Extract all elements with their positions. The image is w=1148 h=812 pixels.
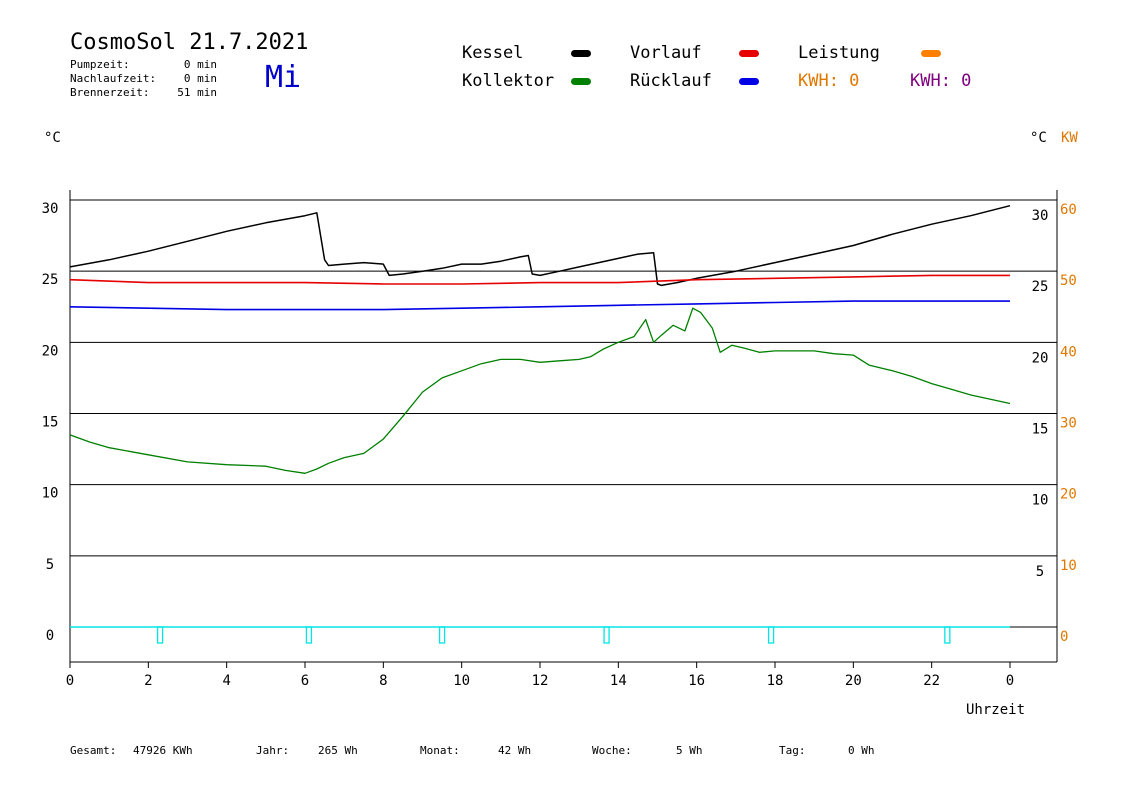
y-left-tick-label-6: 30 bbox=[42, 201, 59, 217]
stat-nachlaufzeit-value: 0 min bbox=[183, 72, 217, 85]
chart-axes bbox=[69, 190, 1058, 663]
y-left-tick-label-5: 25 bbox=[42, 272, 59, 288]
legend-label-ruecklauf: Rücklauf bbox=[630, 71, 712, 91]
chart-grid bbox=[70, 199, 1057, 628]
stat-brennerzeit-label: Brennerzeit: bbox=[70, 86, 150, 99]
stat-brennerzeit-value: 51 min bbox=[177, 86, 217, 99]
stat-pumpzeit-value: 0 min bbox=[183, 58, 217, 71]
x-tick-label-4: 8 bbox=[379, 673, 387, 689]
footer-woche-value: 5 Wh bbox=[676, 744, 703, 757]
leistung-pulse-4 bbox=[767, 626, 775, 644]
x-tick-label-0: 0 bbox=[66, 673, 74, 689]
y-left-tick-label-3: 15 bbox=[42, 415, 59, 431]
y-kw-tick-label-1: 10 bbox=[1060, 558, 1077, 574]
legend-swatch-leistung bbox=[921, 50, 941, 57]
x-tick-label-2: 4 bbox=[222, 673, 230, 689]
weekday-label: Mi bbox=[265, 60, 302, 95]
y-left-tick-label-0: 0 bbox=[46, 628, 54, 644]
stat-nachlaufzeit-label: Nachlaufzeit: bbox=[70, 72, 157, 85]
footer-jahr-label: Jahr: bbox=[256, 744, 290, 757]
footer-tag-label: Tag: bbox=[779, 744, 806, 757]
chart-series bbox=[69, 204, 1011, 644]
y-kw-tick-label-3: 30 bbox=[1060, 416, 1077, 432]
right-axis-unit: °C bbox=[1030, 130, 1047, 146]
x-tick-label-10: 20 bbox=[845, 673, 862, 689]
y-right-tick-label-0: 5 bbox=[1036, 564, 1044, 580]
kwh-orange-readout: KWH: 0 bbox=[798, 71, 860, 91]
y-right-tick-label-3: 20 bbox=[1032, 350, 1049, 366]
x-tick-label-8: 16 bbox=[688, 673, 705, 689]
y-right-tick-label-2: 15 bbox=[1032, 422, 1049, 438]
y-kw-tick-label-4: 40 bbox=[1060, 344, 1077, 360]
y-left-tick-label-1: 5 bbox=[46, 557, 54, 573]
x-tick-label-3: 6 bbox=[301, 673, 309, 689]
x-tick-label-6: 12 bbox=[532, 673, 549, 689]
leistung-pulse-3 bbox=[603, 626, 610, 644]
page-title: CosmoSol 21.7.2021 bbox=[70, 30, 309, 55]
footer-gesamt-value: 47926 KWh bbox=[133, 744, 193, 757]
footer-tag-value: 0 Wh bbox=[848, 744, 875, 757]
legend-swatch-ruecklauf bbox=[739, 78, 759, 85]
x-axis-label: Uhrzeit bbox=[966, 702, 1026, 718]
leistung-pulse-0 bbox=[156, 626, 164, 644]
kwh-purple-readout: KWH: 0 bbox=[910, 71, 972, 91]
right-axis-unit-kw: KW bbox=[1061, 130, 1078, 146]
footer-woche-label: Woche: bbox=[592, 744, 632, 757]
series-line-2 bbox=[69, 274, 1010, 285]
legend-swatch-vorlauf bbox=[739, 50, 759, 57]
left-axis-unit: °C bbox=[44, 130, 61, 146]
x-tick-label-1: 2 bbox=[144, 673, 152, 689]
chart-ticks: 0 2 4 6 8 10 12 14 16 18 20 22 0 0 5 10 15 20 25 30 5 10 15 20 2… bbox=[42, 201, 1077, 689]
footer-monat-label: Monat: bbox=[420, 744, 460, 757]
y-kw-tick-label-0: 0 bbox=[1060, 629, 1068, 645]
footer-gesamt-label: Gesamt: bbox=[70, 744, 117, 757]
y-left-tick-label-2: 10 bbox=[42, 486, 59, 502]
x-tick-label-12: 0 bbox=[1006, 673, 1014, 689]
y-right-tick-label-1: 10 bbox=[1032, 493, 1049, 509]
legend-swatch-kessel bbox=[571, 50, 591, 57]
y-kw-tick-label-5: 50 bbox=[1060, 273, 1077, 289]
legend-swatch-kollektor bbox=[571, 78, 591, 85]
x-tick-label-7: 14 bbox=[610, 673, 627, 689]
legend-label-leistung: Leistung bbox=[798, 43, 880, 63]
series-line-3 bbox=[69, 300, 1010, 311]
series-line-1 bbox=[69, 307, 1011, 474]
y-right-tick-label-4: 25 bbox=[1032, 279, 1049, 295]
legend-label-kollektor: Kollektor bbox=[462, 71, 555, 91]
y-left-tick-label-4: 20 bbox=[42, 343, 59, 359]
leistung-pulse-2 bbox=[438, 626, 446, 644]
x-tick-label-11: 22 bbox=[923, 673, 940, 689]
x-tick-label-9: 18 bbox=[767, 673, 784, 689]
leistung-pulse-1 bbox=[305, 626, 313, 644]
legend-label-vorlauf: Vorlauf bbox=[630, 43, 702, 63]
y-right-tick-label-5: 30 bbox=[1032, 208, 1049, 224]
leistung-pulse-5 bbox=[944, 626, 951, 644]
footer-jahr-value: 265 Wh bbox=[318, 744, 358, 757]
legend-label-kessel: Kessel bbox=[462, 43, 524, 63]
x-tick-label-5: 10 bbox=[453, 673, 470, 689]
footer-monat-value: 42 Wh bbox=[498, 744, 532, 757]
series-line-0 bbox=[69, 204, 1011, 287]
y-kw-tick-label-2: 20 bbox=[1060, 487, 1077, 503]
stat-pumpzeit-label: Pumpzeit: bbox=[70, 58, 130, 71]
y-kw-tick-label-6: 60 bbox=[1060, 202, 1077, 218]
